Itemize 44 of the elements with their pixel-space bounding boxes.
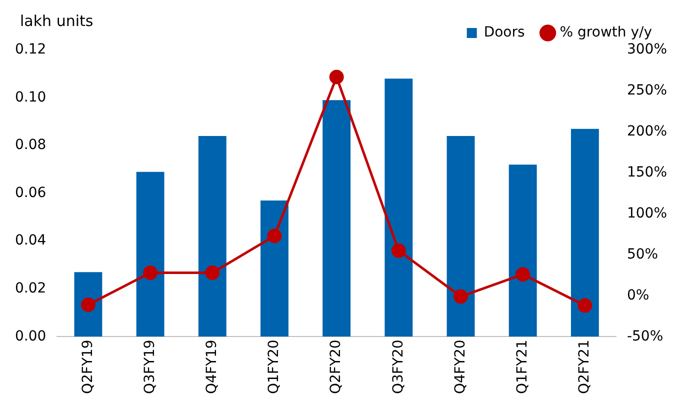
bar bbox=[322, 100, 351, 337]
bar bbox=[260, 200, 288, 337]
bar bbox=[508, 164, 537, 337]
y-tick-label: 0.10 bbox=[15, 89, 46, 106]
y2-tick-label: 150% bbox=[626, 164, 668, 180]
point bbox=[205, 266, 220, 280]
point bbox=[267, 228, 282, 244]
y-tick-label: 0.02 bbox=[15, 280, 46, 297]
bar bbox=[570, 128, 599, 337]
y-tick-label: 0.12 bbox=[15, 42, 46, 58]
y-tick-label: 0.06 bbox=[15, 184, 46, 201]
point bbox=[80, 297, 96, 312]
x-tick-label: Q3FY19 bbox=[142, 340, 158, 394]
bar bbox=[384, 78, 413, 337]
y-tick-label: 0.00 bbox=[15, 328, 46, 344]
x-tick-label: Q3FY20 bbox=[390, 340, 406, 394]
x-tick-label: Q2FY20 bbox=[328, 340, 344, 394]
point bbox=[329, 70, 344, 84]
legend-label: % growth y/y bbox=[560, 24, 652, 41]
point bbox=[578, 298, 592, 313]
point bbox=[516, 267, 530, 282]
bar bbox=[136, 172, 164, 337]
y2-tick-label: 300% bbox=[626, 42, 668, 58]
point bbox=[391, 243, 406, 258]
x-tick-label: Q2FY21 bbox=[576, 340, 593, 394]
y2-tick-label: 50% bbox=[626, 246, 658, 262]
y-axis-title: lakh units bbox=[20, 12, 94, 30]
point bbox=[143, 266, 158, 280]
y-tick-label: 0.08 bbox=[15, 137, 46, 154]
bar bbox=[198, 136, 226, 337]
x-tick-label: Q4FY20 bbox=[452, 340, 468, 394]
x-tick-label: Q1FY21 bbox=[514, 340, 530, 394]
point bbox=[454, 289, 468, 304]
bar bbox=[446, 136, 475, 337]
y2-tick-label: 200% bbox=[626, 124, 668, 140]
legend-label: Doors bbox=[484, 24, 525, 41]
y2-tick-label: 250% bbox=[626, 82, 668, 99]
y2-tick-label: -50% bbox=[626, 328, 664, 344]
y-tick-label: 0.04 bbox=[15, 232, 46, 249]
y2-tick-label: 0% bbox=[626, 287, 650, 304]
x-tick-label: Q4FY19 bbox=[204, 340, 220, 394]
x-tick-label: Q2FY19 bbox=[80, 340, 96, 394]
x-tick-label: Q1FY20 bbox=[266, 340, 282, 394]
y2-tick-label: 100% bbox=[626, 205, 668, 222]
